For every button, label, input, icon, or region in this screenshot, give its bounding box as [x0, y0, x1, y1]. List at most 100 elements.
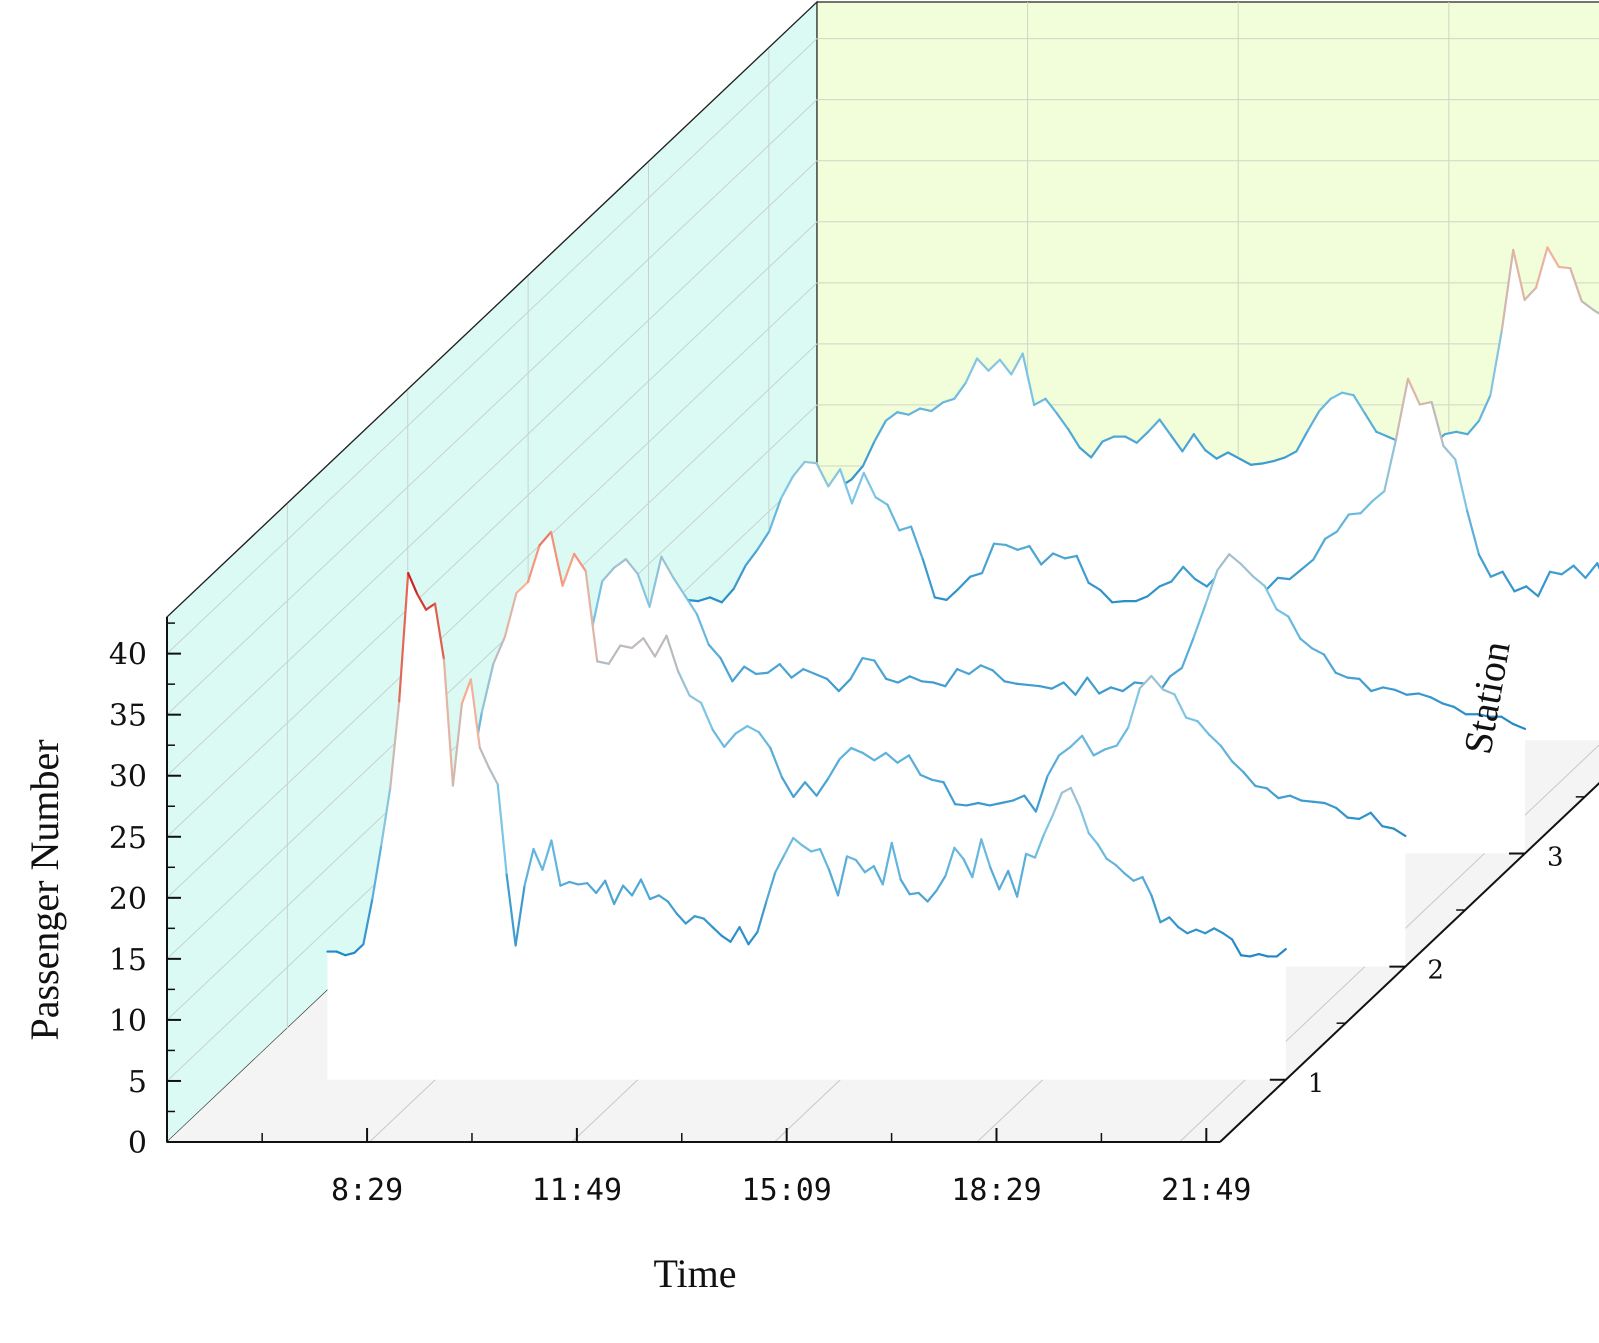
series-line-segment: [881, 841, 893, 886]
series-line-segment: [1534, 246, 1549, 289]
series-line-segment: [956, 667, 971, 676]
series-line-segment: [1324, 530, 1339, 540]
series-line-segment: [1046, 754, 1061, 778]
series-line-segment: [1512, 722, 1527, 731]
series-line-segment: [1238, 457, 1252, 466]
series-line-segment: [1346, 676, 1361, 680]
series-line-segment: [756, 900, 768, 934]
series-line-segment: [1334, 671, 1349, 679]
series-line-segment: [1318, 397, 1332, 413]
series-line-segment: [1466, 509, 1481, 556]
series-line-segment: [1111, 599, 1126, 604]
series-line-segment: [896, 411, 910, 416]
series-line-segment: [1275, 948, 1287, 958]
series-line-segment: [460, 678, 472, 705]
series-line-segment: [814, 672, 829, 680]
y-axis-title: Passenger Number: [22, 739, 67, 1040]
series-line-segment: [1546, 246, 1560, 269]
series-line-segment: [1087, 581, 1102, 592]
series-line-segment: [1161, 688, 1176, 696]
series-line-segment: [1548, 570, 1563, 576]
left-wall-gridline: [166, 282, 818, 899]
series-line-segment: [1104, 744, 1118, 751]
series-line-segment: [532, 847, 544, 871]
left-wall-gridline: [166, 38, 818, 654]
series-line-segment: [442, 658, 455, 787]
series-station-2: [446, 530, 1407, 967]
series-line-segment: [469, 678, 481, 749]
series-line-segment: [783, 836, 795, 857]
series-line-segment: [910, 525, 925, 561]
y-tick-label: 20: [109, 882, 147, 917]
series-line-segment: [1121, 681, 1136, 693]
series-line-segment: [754, 671, 769, 676]
series-line-segment: [1186, 928, 1198, 935]
series-line-segment: [1248, 952, 1261, 958]
series-line-segment: [766, 663, 781, 674]
series-line-segment: [1099, 589, 1114, 604]
series-line-segment: [732, 564, 747, 590]
y-tick-label: 35: [109, 699, 147, 734]
series-line-segment: [1393, 688, 1408, 696]
series-line-segment: [1370, 686, 1385, 693]
series-line-segment: [1168, 666, 1184, 678]
series-line-segment: [790, 667, 805, 679]
x-axis-title: Time: [653, 1251, 736, 1296]
series-line-segment: [1146, 585, 1161, 598]
series-line-segment: [398, 571, 410, 703]
series-line-segment: [1322, 653, 1337, 674]
series-line-segment: [700, 701, 714, 731]
series-line-segment: [1051, 791, 1063, 816]
series-line-segment: [1358, 811, 1372, 820]
series-line-segment: [769, 746, 784, 779]
series-line-segment: [1306, 409, 1321, 432]
series-line-segment: [1016, 545, 1031, 551]
series-line-segment: [1038, 685, 1053, 690]
series-line-segment: [1060, 786, 1072, 794]
series-line-segment: [1003, 680, 1018, 685]
series-line-segment: [621, 884, 634, 897]
x-tick-label: 18:29: [951, 1173, 1041, 1208]
axes-layer: 0 5 10 15 20 25 30 35 40 8:29 11:49 15:09 18:29 21:49…: [109, 1, 1599, 1208]
series-line-segment: [845, 855, 858, 862]
series-line-segment: [1230, 938, 1243, 957]
series-line-segment: [1101, 435, 1116, 443]
series-line-segment: [908, 891, 920, 896]
series-line-segment: [1251, 575, 1266, 588]
series-line-segment: [642, 637, 657, 658]
series-line-segment: [1169, 434, 1184, 453]
series-line-segment: [945, 587, 960, 601]
series-line-segment: [684, 915, 696, 925]
series-line-segment: [1257, 952, 1269, 958]
series-line-segment: [541, 839, 553, 871]
series-line-segment: [1477, 394, 1492, 422]
series-line-segment: [371, 844, 383, 901]
series-line-segment: [653, 634, 668, 658]
series-line-segment: [1123, 872, 1135, 882]
series-line-segment: [636, 572, 651, 608]
series-line-segment: [676, 670, 691, 697]
series-line-segment: [1004, 543, 1019, 551]
series-line-segment: [451, 702, 463, 787]
series-line-segment: [932, 681, 947, 688]
series-line-segment: [559, 880, 571, 887]
series-line-segment: [1417, 692, 1432, 699]
series-line-segment: [917, 891, 929, 903]
series-line-segment: [1358, 677, 1373, 693]
series-line-segment: [1087, 832, 1099, 846]
series-line-segment: [1371, 490, 1386, 503]
y-tick-label: 25: [109, 821, 147, 856]
y-tick-label: 15: [109, 943, 147, 978]
series-line-segment: [810, 847, 822, 853]
series-line-segment: [630, 878, 643, 897]
series-line-segment: [1310, 647, 1325, 656]
series-line-segment: [818, 847, 831, 871]
series-line-segment: [921, 558, 936, 599]
series-line-segment: [1375, 430, 1389, 438]
series-line-segment: [884, 751, 899, 764]
series-line-segment: [980, 542, 996, 575]
series-line-segment: [1159, 916, 1171, 924]
series-line-segment: [774, 854, 786, 874]
series-line-segment: [1182, 565, 1197, 581]
